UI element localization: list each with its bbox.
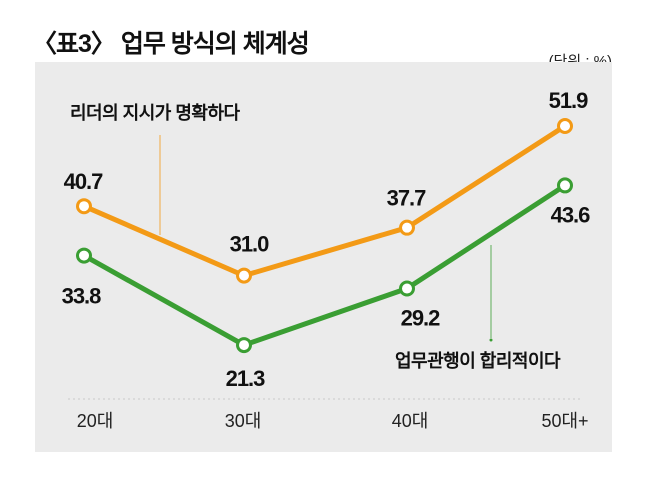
series-1-data-label: 37.7 [387, 186, 427, 211]
series-2-data-label: 43.6 [551, 202, 591, 227]
series-1-name: 리더의 지시가 명확하다 [70, 103, 241, 123]
series-2-point [557, 177, 573, 194]
x-tick-label: 40대 [392, 411, 429, 431]
series-1-line [83, 123, 567, 279]
series-1-data-label: 31.0 [230, 232, 270, 257]
series-1-point [557, 117, 573, 134]
series-2-point [76, 247, 92, 264]
series-2-data-label: 21.3 [226, 366, 266, 391]
x-tick-label: 20대 [77, 411, 114, 431]
series-2-data-label: 33.8 [62, 284, 102, 309]
series-2-data-label: 29.2 [401, 306, 441, 331]
plot-background [35, 62, 612, 452]
x-tick-label: 50대+ [541, 411, 588, 431]
series-1-data-label: 40.7 [64, 169, 104, 194]
series-1-point [399, 219, 415, 236]
series-2-name: 업무관행이 합리적이다 [395, 350, 561, 371]
series-1-point [236, 267, 252, 284]
chart-title: 〈표3〉 업무 방식의 체계성 [32, 30, 309, 58]
series-2-leader-dot [489, 338, 493, 342]
series-2-point [399, 280, 415, 297]
series-2-line [82, 183, 567, 348]
series-2-point [236, 337, 252, 354]
series-1-data-label: 51.9 [549, 88, 589, 113]
series-1-point [76, 198, 92, 215]
x-tick-label: 30대 [225, 411, 262, 431]
